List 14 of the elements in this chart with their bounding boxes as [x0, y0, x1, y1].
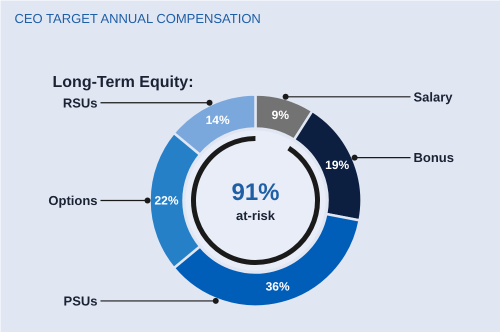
- slice-label: Bonus: [414, 150, 454, 166]
- slice-label: Salary: [414, 89, 454, 104]
- data-label: 22%: [154, 194, 179, 208]
- slice-label: Options: [48, 193, 98, 208]
- slice-label: PSUs: [64, 293, 98, 308]
- text: 91%: [231, 179, 280, 206]
- slice-label: RSUs: [62, 95, 98, 110]
- text: Long-Term Equity:: [52, 74, 194, 91]
- chart-title: CEO TARGET ANNUAL COMPENSATION: [14, 11, 261, 26]
- text: at-risk: [236, 208, 276, 223]
- data-label: 9%: [272, 108, 290, 122]
- data-label: 19%: [325, 158, 350, 172]
- data-label: 14%: [206, 112, 230, 127]
- data-label: 36%: [266, 280, 290, 294]
